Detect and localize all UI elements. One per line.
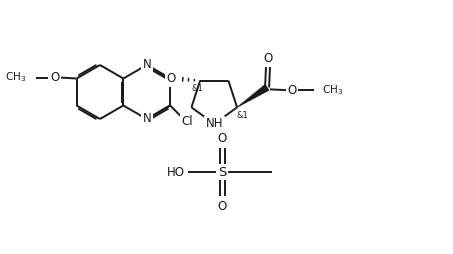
Text: N: N xyxy=(142,58,151,71)
Text: O: O xyxy=(288,84,297,97)
Text: NH: NH xyxy=(206,117,223,130)
Text: N: N xyxy=(142,113,151,125)
Text: HO: HO xyxy=(167,166,185,179)
Text: S: S xyxy=(218,166,226,179)
Text: O: O xyxy=(50,71,59,84)
Text: O: O xyxy=(167,72,176,85)
Text: O: O xyxy=(264,52,273,65)
Text: &1: &1 xyxy=(236,111,248,120)
Text: O: O xyxy=(217,132,226,145)
Text: CH$_3$: CH$_3$ xyxy=(5,71,27,84)
Text: Cl: Cl xyxy=(181,115,193,128)
Text: &1: &1 xyxy=(191,84,203,93)
Polygon shape xyxy=(237,84,269,107)
Text: CH$_3$: CH$_3$ xyxy=(322,83,343,97)
Text: O: O xyxy=(217,199,226,213)
